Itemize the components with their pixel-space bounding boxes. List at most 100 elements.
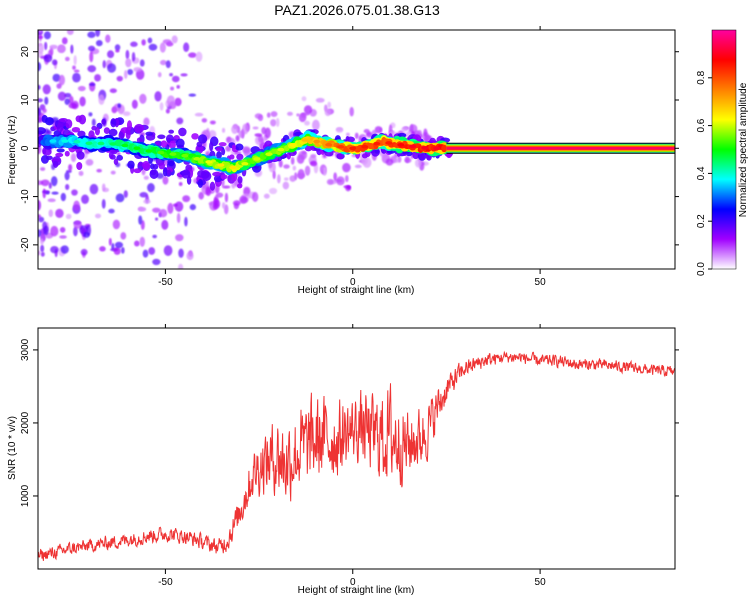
spectrogram-noise-blob <box>270 111 278 118</box>
spectrogram-ridge-peak <box>385 141 393 145</box>
spectrogram-ridge-blob <box>419 153 425 160</box>
spectrogram-noise-blob <box>184 216 188 227</box>
spectrogram-noise-blob <box>51 59 58 66</box>
spectrogram-ridge-peak <box>277 147 285 152</box>
spectrogram-noise-blob <box>198 191 205 200</box>
spectrogram-ridge-blob <box>191 133 199 140</box>
spectrogram-ridge-peak <box>49 139 57 143</box>
spectrogram-ridge-blob <box>175 138 185 148</box>
spectrogram-ridge-blob <box>110 118 117 128</box>
spectrogram-noise-blob <box>64 98 70 106</box>
spectrogram-noise-blob <box>405 155 410 164</box>
spectrogram-noise-blob <box>43 31 51 40</box>
colorbar-tick-label: 0.6 <box>696 118 707 132</box>
spectrogram-noise-blob <box>195 51 203 62</box>
spectrogram-noise-blob <box>165 60 171 69</box>
spectrogram-noise-blob <box>88 112 93 117</box>
snr-y-axis: 1000 2000 3000 <box>20 338 679 507</box>
spectrogram-frame <box>37 29 676 270</box>
spectrogram-noise-blob <box>289 175 297 182</box>
spectrogram-noise-blob <box>51 191 59 195</box>
colorbar-tick-label: 0.8 <box>696 70 707 84</box>
spectrogram-ridge-blob <box>38 127 47 135</box>
spectrogram-noise-blob <box>94 213 102 219</box>
spectrogram-noise-blob <box>105 34 111 43</box>
spectrogram-noise-blob <box>38 30 42 33</box>
spectrogram-noise-blob <box>120 247 125 254</box>
snr-y-tick-label: 1000 <box>20 484 31 507</box>
spectrogram-noise-blob <box>296 113 300 117</box>
spectrogram-noise-blob <box>283 164 290 169</box>
spectrogram-heat-layer <box>38 30 675 269</box>
spectrogram-ridge-blob <box>126 120 133 131</box>
spectrogram-ridge-blob <box>116 154 124 161</box>
spectrogram-noise-blob <box>87 65 97 73</box>
spectrogram-noise-blob <box>258 135 264 143</box>
spectrogram-noise-blob <box>109 88 117 94</box>
snr-y-tick-label: 2000 <box>20 411 31 434</box>
spectrogram-noise-blob <box>73 200 80 212</box>
spectrogram-noise-blob <box>161 219 169 230</box>
spectrogram-ridge-blob <box>136 137 143 144</box>
spectrogram-noise-blob <box>176 117 184 125</box>
spectrogram-noise-blob <box>180 73 188 77</box>
spectrogram-noise-blob <box>73 220 82 229</box>
spectrogram-ridge-blob <box>196 141 203 148</box>
spectrogram-noise-blob <box>72 65 76 70</box>
spectrogram-noise-blob <box>43 54 53 63</box>
spectrogram-y-tick-label: 20 <box>20 46 31 58</box>
spectrogram-ridge-blob <box>231 171 238 182</box>
spectrogram-noise-blob <box>143 175 149 180</box>
spectrogram-noise-blob <box>130 41 138 47</box>
spectrogram-noise-blob <box>423 128 428 137</box>
spectrogram-noise-blob <box>131 51 136 62</box>
spectrogram-noise-blob <box>333 172 337 181</box>
spectrogram-ridge-blob <box>213 174 223 183</box>
colorbar-ticks: 0.0 0.2 0.4 0.6 0.8 <box>696 70 712 276</box>
spectrogram-noise-blob <box>80 248 88 256</box>
spectrogram-ridge-blob <box>220 174 228 180</box>
spectrogram-steady-band <box>446 147 675 150</box>
spectrogram-noise-blob <box>171 75 180 83</box>
spectrogram-noise-blob <box>68 164 73 171</box>
spectrogram-noise-blob <box>142 249 149 258</box>
snr-x-axis: -50 0 50 <box>158 324 546 588</box>
spectrogram-noise-blob <box>40 167 46 171</box>
spectrogram-noise-blob <box>301 96 307 102</box>
spectrogram-noise-blob <box>38 98 44 103</box>
spectrogram-noise-blob <box>221 202 226 209</box>
spectrogram-noise-blob <box>110 170 116 175</box>
spectrogram-ridge-peak <box>289 143 297 147</box>
spectrogram-noise-blob <box>209 120 216 125</box>
spectrogram-noise-blob <box>304 105 313 114</box>
spectrogram-noise-blob <box>73 226 78 237</box>
spectrogram-noise-blob <box>127 68 134 76</box>
spectrogram-ridge-peak <box>301 138 309 142</box>
spectrogram-noise-blob <box>107 63 117 73</box>
spectrogram-noise-blob <box>159 102 164 111</box>
spectrogram-noise-blob <box>40 179 50 187</box>
spectrogram-ridge-peak <box>421 146 429 150</box>
spectrogram-ridge-blob <box>237 183 243 189</box>
spectrogram-noise-blob <box>148 247 156 255</box>
spectrogram-noise-blob <box>59 227 66 233</box>
spectrogram-noise-blob <box>143 199 151 204</box>
spectrogram-noise-blob <box>188 52 197 58</box>
spectrogram-ridge-blob <box>374 149 380 154</box>
spectrogram-ridge-blob <box>212 171 222 177</box>
spectrogram-noise-blob <box>379 127 383 133</box>
spectrogram-noise-blob <box>414 158 422 168</box>
spectrogram-noise-blob <box>125 49 130 60</box>
spectrogram-noise-blob <box>221 127 226 133</box>
spectrogram-noise-blob <box>138 215 143 225</box>
spectrogram-noise-blob <box>263 193 270 199</box>
colorbar-frame <box>711 29 737 270</box>
spectrogram-noise-blob <box>102 60 106 69</box>
spectrogram-noise-blob <box>326 178 334 186</box>
spectrogram-noise-blob <box>38 107 42 117</box>
spectrogram-ridge-blob <box>76 162 83 171</box>
spectrogram-noise-blob <box>152 207 161 213</box>
spectrogram-noise-blob <box>254 133 263 137</box>
spectrogram-ridge-blob <box>64 150 70 157</box>
